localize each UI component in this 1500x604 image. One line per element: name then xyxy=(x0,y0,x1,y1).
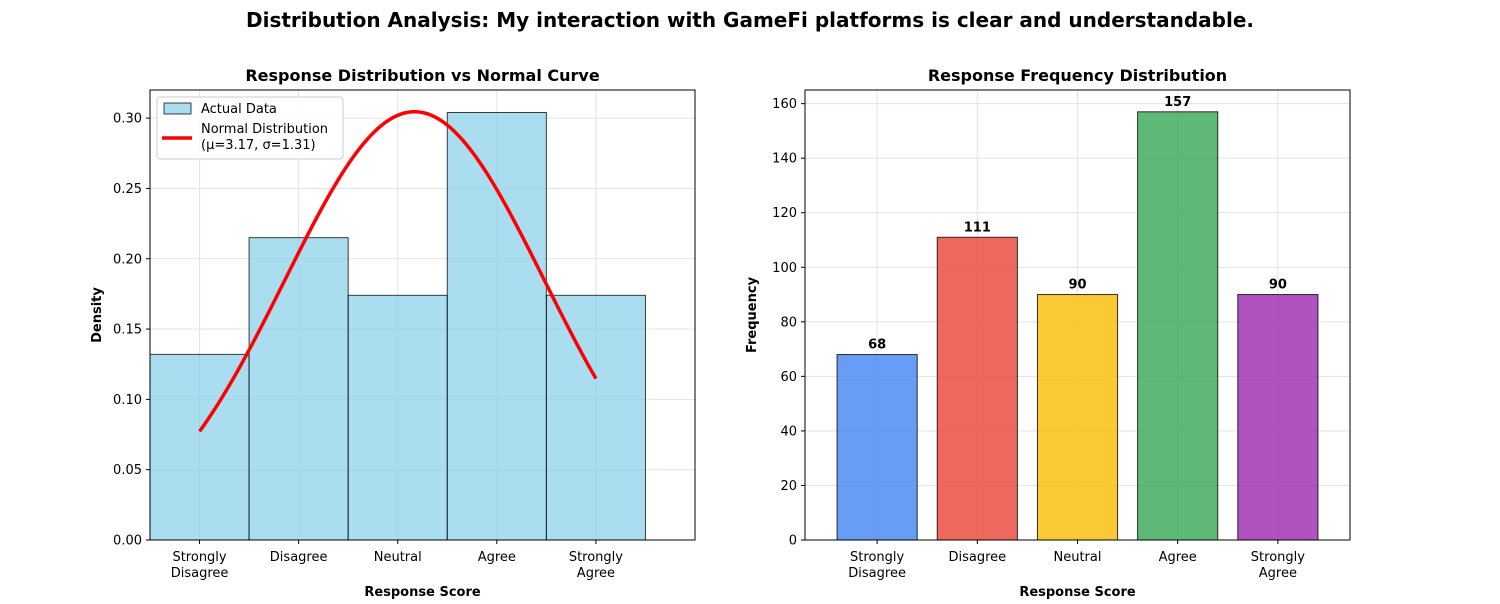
chart1-bar xyxy=(446,112,547,541)
chart1-ytick-label: 0.15 xyxy=(113,323,142,338)
chart1-legend-box xyxy=(156,96,344,160)
chart2-ytick-label: 160 xyxy=(772,97,797,112)
chart2-ytick-label: 100 xyxy=(772,261,797,276)
chart1-legend-entry: Normal Distribution (μ=3.17, σ=1.31) xyxy=(201,122,328,153)
chart1-title: Response Distribution vs Normal Curve xyxy=(245,66,599,85)
chart2-ytick-label: 140 xyxy=(772,152,797,167)
chart1-ylabel: Density xyxy=(90,287,105,343)
chart1-ytick-label: 0.10 xyxy=(113,393,142,408)
chart2-bar xyxy=(936,236,1018,541)
chart1-xtick-label: Strongly Disagree xyxy=(171,550,229,581)
chart1-axes-frame xyxy=(149,89,696,541)
chart2-xtick-label: Neutral xyxy=(1054,550,1102,565)
chart1-ytick-label: 0.25 xyxy=(113,182,142,197)
figure-title: Distribution Analysis: My interaction wi… xyxy=(245,8,1254,32)
chart1-xtick-label: Strongly Agree xyxy=(569,550,623,581)
chart2-ylabel: Frequency xyxy=(745,276,760,353)
chart1-ytick-label: 0.20 xyxy=(113,252,142,267)
chart2-xtick-label: Disagree xyxy=(948,550,1006,565)
chart1-xtick-label: Neutral xyxy=(374,550,422,565)
chart2-ytick-label: 120 xyxy=(772,206,797,221)
chart1-bar xyxy=(149,353,250,541)
chart2-title: Response Frequency Distribution xyxy=(928,66,1227,85)
chart2-bar xyxy=(1137,111,1219,541)
chart2-data-label: 111 xyxy=(964,220,991,235)
chart1-xtick-label: Agree xyxy=(478,550,516,565)
chart1-legend xyxy=(156,96,344,160)
chart1-ytick-label: 0.05 xyxy=(113,463,142,478)
chart2-ytick-label: 0 xyxy=(789,534,797,549)
chart2-data-label: 68 xyxy=(868,338,886,353)
chart1-ytick-label: 0.30 xyxy=(113,112,142,127)
chart1-bar xyxy=(248,237,349,541)
chart2-data-label: 90 xyxy=(1269,278,1287,293)
chart2-ytick-label: 60 xyxy=(780,370,797,385)
chart2-ytick-label: 80 xyxy=(780,315,797,330)
chart2-xtick-label: Agree xyxy=(1159,550,1197,565)
chart2-ytick-label: 20 xyxy=(780,479,797,494)
chart2-xtick-label: Strongly Agree xyxy=(1251,550,1305,581)
chart2-bar xyxy=(836,354,918,541)
chart1-ytick-label: 0.00 xyxy=(113,534,142,549)
chart2-data-label: 90 xyxy=(1068,278,1086,293)
chart1-xtick-label: Disagree xyxy=(270,550,328,565)
chart2-data-label: 157 xyxy=(1164,95,1191,110)
chart2-xtick-label: Strongly Disagree xyxy=(848,550,906,581)
chart2-ytick-label: 40 xyxy=(780,424,797,439)
chart1-normal-curve xyxy=(198,110,598,433)
chart1-bar xyxy=(347,294,448,541)
chart2-xlabel: Response Score xyxy=(1019,585,1136,600)
chart1-bar xyxy=(545,294,646,541)
chart2-bar xyxy=(1036,294,1119,541)
chart1-xlabel: Response Score xyxy=(364,585,481,600)
chart2-bar xyxy=(1237,294,1319,541)
chart1-legend-entry: Actual Data xyxy=(201,102,277,117)
chart1-legend-swatch-bars xyxy=(163,102,192,115)
